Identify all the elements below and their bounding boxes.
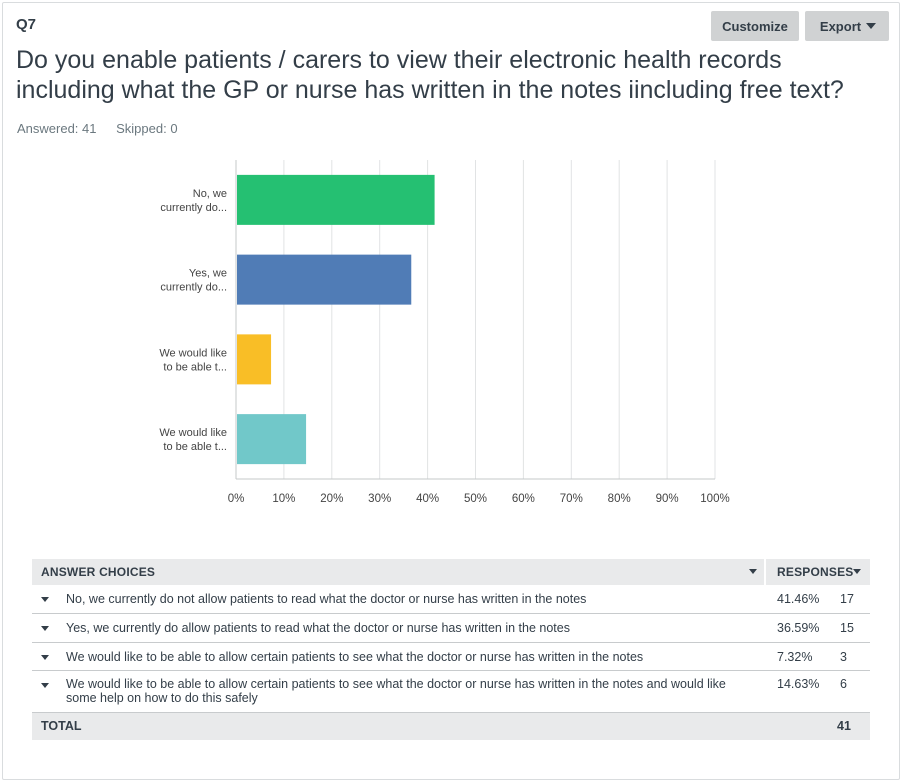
row-count: 15: [840, 621, 854, 635]
table-row: We would like to be able to allow certai…: [32, 671, 870, 713]
response-stats: Answered: 41 Skipped: 0: [17, 121, 194, 136]
category-label: to be able t...: [163, 441, 227, 453]
total-label: TOTAL: [41, 719, 82, 733]
question-number: Q7: [16, 16, 37, 33]
bar: [237, 414, 307, 465]
row-percent: 7.32%: [777, 650, 813, 664]
x-tick-label: 60%: [512, 493, 535, 505]
sort-caret-icon[interactable]: [749, 569, 757, 574]
category-label: We would like: [159, 347, 227, 359]
row-percent: 14.63%: [777, 677, 820, 691]
bar: [237, 254, 412, 305]
total-row: TOTAL 41: [32, 713, 870, 740]
expand-caret-icon[interactable]: [41, 655, 49, 660]
answered-count: Answered: 41: [17, 121, 97, 136]
row-count: 3: [840, 650, 847, 664]
x-tick-label: 80%: [608, 493, 631, 505]
export-button[interactable]: Export: [805, 11, 889, 41]
expand-caret-icon[interactable]: [41, 683, 49, 688]
category-label: to be able t...: [163, 361, 227, 373]
row-label: Yes, we currently do allow patients to r…: [66, 621, 570, 635]
sort-caret-icon[interactable]: [853, 569, 861, 574]
category-label: No, we: [193, 188, 227, 200]
header-responses[interactable]: RESPONSES: [777, 565, 854, 579]
table-row: No, we currently do not allow patients t…: [32, 585, 870, 614]
export-label: Export: [819, 18, 862, 34]
header-divider: [764, 559, 766, 585]
bar-chart: 0% 10% 20% 30% 40% 50% 60% 70% 80% 90% 100% No, we c…: [159, 160, 730, 505]
bar: [237, 334, 272, 385]
question-title: Do you enable patients / carers to view …: [16, 46, 844, 104]
row-count: 17: [840, 592, 854, 606]
x-tick-label: 50%: [464, 493, 487, 505]
x-tick-label: 100%: [700, 493, 729, 505]
expand-caret-icon[interactable]: [41, 597, 49, 602]
expand-caret-icon[interactable]: [41, 626, 49, 631]
header-answer-choices: ANSWER CHOICES: [41, 565, 156, 579]
category-label: currently do...: [160, 282, 227, 294]
category-label: currently do...: [160, 202, 227, 214]
x-tick-label: 20%: [320, 493, 343, 505]
skipped-count: Skipped: 0: [116, 121, 178, 136]
table-header: ANSWER CHOICES RESPONSES: [32, 559, 870, 585]
category-label: Yes, we: [189, 268, 227, 280]
row-label: We would like to be able to allow certai…: [66, 677, 726, 705]
customize-label: Customize: [722, 18, 788, 34]
table-row: We would like to be able to allow certai…: [32, 643, 870, 671]
customize-button[interactable]: Customize: [711, 11, 799, 41]
category-label: We would like: [159, 427, 227, 439]
total-value: 41: [837, 719, 851, 733]
x-tick-label: 40%: [416, 493, 439, 505]
row-percent: 36.59%: [777, 621, 820, 635]
x-tick-label: 70%: [560, 493, 583, 505]
x-tick-label: 10%: [272, 493, 295, 505]
row-label: We would like to be able to allow certai…: [66, 650, 644, 664]
row-count: 6: [840, 677, 847, 691]
x-tick-label: 30%: [368, 493, 391, 505]
row-percent: 41.46%: [777, 592, 820, 606]
table-row: Yes, we currently do allow patients to r…: [32, 614, 870, 643]
row-label: No, we currently do not allow patients t…: [66, 592, 587, 606]
x-tick-label: 0%: [228, 493, 245, 505]
bar: [237, 174, 435, 225]
x-tick-label: 90%: [656, 493, 679, 505]
caret-down-icon: [866, 23, 877, 29]
